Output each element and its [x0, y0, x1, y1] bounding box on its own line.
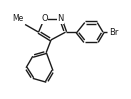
Text: Me: Me: [12, 14, 23, 23]
Text: Br: Br: [109, 28, 118, 37]
Text: N: N: [58, 14, 64, 23]
Text: O: O: [41, 14, 48, 23]
